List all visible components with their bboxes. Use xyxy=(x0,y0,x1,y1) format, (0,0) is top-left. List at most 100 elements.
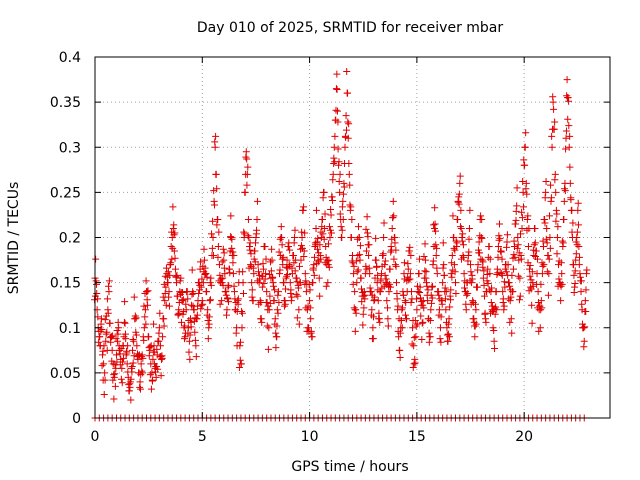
data-point xyxy=(165,302,173,310)
data-point xyxy=(257,315,265,323)
data-point xyxy=(162,301,170,309)
data-point xyxy=(167,259,175,267)
data-point xyxy=(546,234,554,241)
data-point xyxy=(434,288,442,296)
data-point xyxy=(110,371,118,379)
data-point xyxy=(140,324,148,332)
data-point xyxy=(333,107,341,115)
data-point xyxy=(270,297,278,305)
data-point xyxy=(149,377,157,385)
data-point xyxy=(480,281,488,289)
data-point xyxy=(348,215,356,223)
data-point xyxy=(179,289,187,297)
data-point xyxy=(449,212,457,220)
data-point xyxy=(548,143,556,151)
data-point xyxy=(474,266,482,274)
data-point xyxy=(171,265,179,273)
data-point xyxy=(316,241,324,249)
data-point xyxy=(160,280,168,288)
data-point xyxy=(191,328,199,336)
data-point xyxy=(268,245,276,253)
data-point xyxy=(446,303,454,311)
data-point xyxy=(217,275,225,283)
data-point xyxy=(553,250,561,258)
data-point xyxy=(331,132,339,140)
data-point xyxy=(400,259,408,267)
data-point xyxy=(433,244,441,252)
data-point xyxy=(458,237,466,245)
data-point xyxy=(506,297,514,305)
data-point xyxy=(139,369,147,377)
data-point xyxy=(439,239,447,247)
data-point xyxy=(209,252,217,260)
data-point xyxy=(97,327,105,335)
data-point xyxy=(570,271,578,279)
data-point xyxy=(207,281,215,289)
data-point xyxy=(508,329,516,337)
data-point xyxy=(405,247,413,255)
data-point xyxy=(208,244,216,252)
data-point xyxy=(495,220,503,228)
data-point xyxy=(232,329,240,337)
data-point xyxy=(448,273,456,281)
data-point xyxy=(365,264,373,272)
data-point xyxy=(537,306,545,314)
data-point xyxy=(146,343,154,351)
data-point xyxy=(490,326,498,334)
data-point xyxy=(241,230,249,238)
data-point xyxy=(123,360,131,368)
data-point xyxy=(227,212,235,220)
data-point xyxy=(464,289,472,297)
data-point xyxy=(475,249,483,257)
data-point xyxy=(158,354,166,362)
data-point xyxy=(114,330,122,338)
data-point xyxy=(190,306,198,314)
data-point xyxy=(518,224,526,232)
data-point xyxy=(310,271,318,279)
data-point xyxy=(142,277,150,285)
data-point xyxy=(229,259,237,267)
data-point xyxy=(311,253,319,261)
data-point xyxy=(253,197,261,205)
data-point xyxy=(465,248,473,256)
data-point xyxy=(191,336,199,344)
data-point xyxy=(341,143,349,151)
data-point xyxy=(250,247,258,255)
data-point xyxy=(557,297,565,305)
data-point xyxy=(374,297,382,305)
data-point xyxy=(162,264,170,272)
data-point xyxy=(245,234,253,241)
data-point xyxy=(469,297,477,305)
data-point xyxy=(267,267,275,275)
data-point xyxy=(566,163,574,171)
data-point xyxy=(253,215,261,223)
data-point xyxy=(388,224,396,232)
data-point xyxy=(398,306,406,314)
data-point xyxy=(283,271,291,279)
data-point xyxy=(452,289,460,297)
data-point xyxy=(105,282,113,290)
data-point xyxy=(323,257,331,265)
data-point xyxy=(356,251,364,259)
data-point xyxy=(292,274,300,282)
data-point xyxy=(354,252,362,260)
y-tick-label: 0.3 xyxy=(59,140,81,156)
data-point xyxy=(551,118,559,126)
data-point xyxy=(116,350,124,358)
data-point xyxy=(168,255,176,263)
data-point xyxy=(247,261,255,269)
data-point xyxy=(107,338,115,346)
data-point xyxy=(209,234,217,241)
data-point xyxy=(106,319,114,327)
data-point xyxy=(499,288,507,296)
data-point xyxy=(134,352,142,360)
data-point xyxy=(432,241,440,249)
y-axis-label: SRMTID / TECUs xyxy=(6,182,22,295)
data-point xyxy=(574,199,582,207)
data-point xyxy=(581,308,589,316)
data-point xyxy=(420,252,428,260)
data-point xyxy=(181,322,189,330)
data-point xyxy=(503,243,511,251)
data-point xyxy=(419,318,427,326)
data-point xyxy=(404,260,412,268)
